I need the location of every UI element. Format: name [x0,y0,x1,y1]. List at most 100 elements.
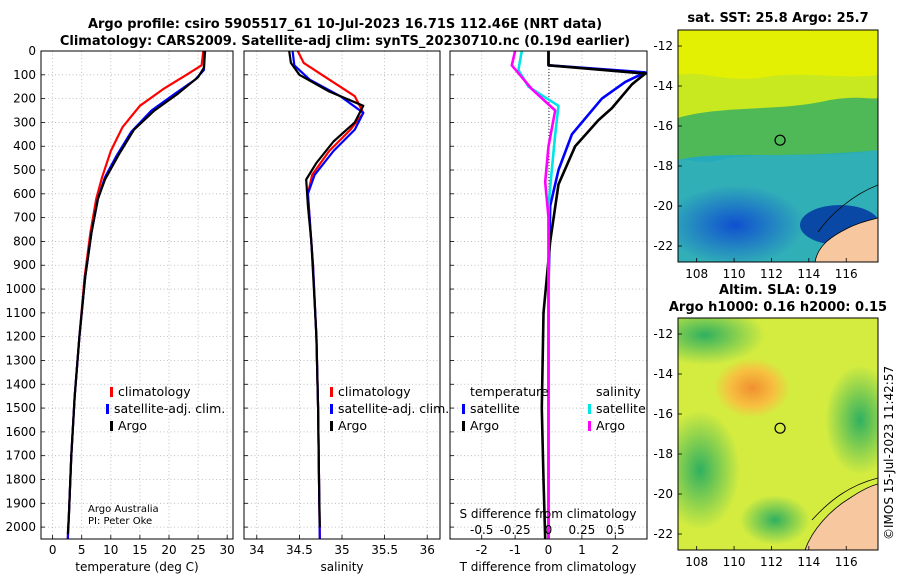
timestamp: ©IMOS 15-Jul-2023 11:42:57 [882,366,896,540]
legend-swatch-clim [110,387,113,397]
sst-contour [817,184,878,233]
x2-tick-label: -0.5 [470,523,493,537]
depth-tick-label: 700 [13,211,36,225]
map-y-tick-label: -12 [653,39,673,53]
x2-tick-label: -0.25 [500,523,531,537]
map-y-tick-label: -20 [653,199,673,213]
map-y-tick-label: -18 [653,159,673,173]
map-y-tick-label: -16 [653,119,673,133]
map-y-tick-label: -22 [653,527,673,541]
map-y-tick-label: -14 [653,79,673,93]
x-tick-label: 2 [611,543,619,557]
x-tick-label: 35.5 [371,543,398,557]
x-tick-label: 1 [578,543,586,557]
title-line-1: Argo profile: csiro 5905517_61 10-Jul-20… [88,17,602,32]
sla-map-title-1: Altim. SLA: 0.19 [719,283,837,298]
map-y-tick-label: -14 [653,367,673,381]
salinity-panel: 34 34.5 35 35.5 36 salinity climatology sate… [243,50,449,574]
map-y-tick-label: -20 [653,487,673,501]
series-line-temperature-argo [540,51,647,539]
map-x-tick-label: 116 [835,267,858,281]
map-x-tick-label: 110 [723,555,746,569]
sla-green-south [740,495,810,545]
legend-salinity-heading: salinity [596,384,641,399]
depth-tick-label: 800 [13,234,36,248]
depth-tick-label: 1300 [5,353,36,367]
map-x-tick-label: 114 [797,555,820,569]
depth-tick-label: 900 [13,258,36,272]
difference-panel: -2 -1 0 1 2 -0.5 -0.25 0 0.25 0.5 T difference f… [449,50,648,574]
depth-tick-label: 400 [13,139,36,153]
sst-argo-location-marker [774,134,786,146]
depth-tick-label: 1900 [5,496,36,510]
legend-swatch-t-argo [462,421,465,431]
sst-map-title: sat. SST: 25.8 Argo: 25.7 [687,11,868,26]
salinity-legend: climatology satellite-adj. clim. Argo [330,384,449,433]
depth-tick-label: 300 [13,115,36,129]
temperature-panel: 0 5 10 15 20 25 30 temperature (deg C) climato… [40,50,235,574]
series-line-satellite-adj-clim- [66,51,207,539]
map-x-tick-label: 110 [723,267,746,281]
t-difference-xlabel: T difference from climatology [459,560,637,574]
sst-cold-patch [678,185,805,262]
map-y-tick-label: -16 [653,407,673,421]
legend-t-argo: Argo [470,418,499,433]
series-line-temperature-satellite [547,51,647,539]
series-line-salinity-satellite [517,51,560,539]
sla-map-frame [677,317,879,551]
map-y-tick-label: -18 [653,447,673,461]
sla-green-west [678,410,740,530]
depth-tick-label: 200 [13,92,36,106]
x-tick-label: 30 [220,543,235,557]
x-tick-label: 0 [49,543,57,557]
salinity-axes-frame [243,50,441,540]
depth-tick-label: 1200 [5,330,36,344]
temperature-xlabel: temperature (deg C) [75,560,198,574]
legend-swatch-t-sat [462,404,465,414]
x-tick-label: 34 [249,543,264,557]
depth-tick-label: 1600 [5,425,36,439]
sla-contour [811,477,878,521]
x-tick-label: 25 [190,543,205,557]
credit-line-1: Argo Australia [88,504,159,515]
depth-tick-label: 1400 [5,377,36,391]
title-line-2: Climatology: CARS2009. Satellite-adj cli… [60,34,630,49]
s-difference-xlabel: S difference from climatology [460,507,637,521]
series-line-salinity-argo [510,51,557,539]
legend-swatch-clim-s [330,387,333,397]
depth-tick-label: 0 [28,44,36,58]
map-x-tick-label: 112 [760,267,783,281]
sla-map: Altim. SLA: 0.19 Argo h1000: 0.16 h2000:… [653,283,887,569]
legend-t-sat: satellite [470,401,520,416]
depth-tick-label: 1000 [5,282,36,296]
legend-s-argo: Argo [596,418,625,433]
difference-axes-frame [449,50,648,540]
series-line-climatology [66,51,205,539]
map-x-tick-label: 112 [760,555,783,569]
map-x-tick-label: 108 [685,555,708,569]
sla-argo-location-marker [774,422,786,434]
x-tick-label: 35 [334,543,349,557]
credit-line-2: PI: Peter Oke [88,516,152,527]
temperature-legend: climatology satellite-adj. clim. Argo [106,384,225,433]
depth-tick-label: 600 [13,187,36,201]
legend-swatch-s-argo [588,421,591,431]
sla-high-anomaly [714,358,790,418]
sla-map-title-2: Argo h1000: 0.16 h2000: 0.15 [669,300,887,315]
map-y-tick-label: -12 [653,327,673,341]
x-tick-label: -2 [476,543,488,557]
depth-tick-label: 2000 [5,520,36,534]
sst-map: sat. SST: 25.8 Argo: 25.7 108 110 112 114 11… [653,11,879,281]
salinity-xlabel: salinity [320,560,363,574]
series-line-argo [288,51,365,528]
legend-sat-s: satellite-adj. clim. [338,401,449,416]
sst-map-frame [677,29,879,263]
legend-clim: climatology [118,384,191,399]
legend-swatch-sat-s [330,404,333,414]
legend-swatch-argo-s [330,421,333,431]
depth-tick-label: 1700 [5,449,36,463]
x-tick-label: 15 [132,543,147,557]
x-tick-label: 10 [103,543,118,557]
map-x-tick-label: 116 [835,555,858,569]
